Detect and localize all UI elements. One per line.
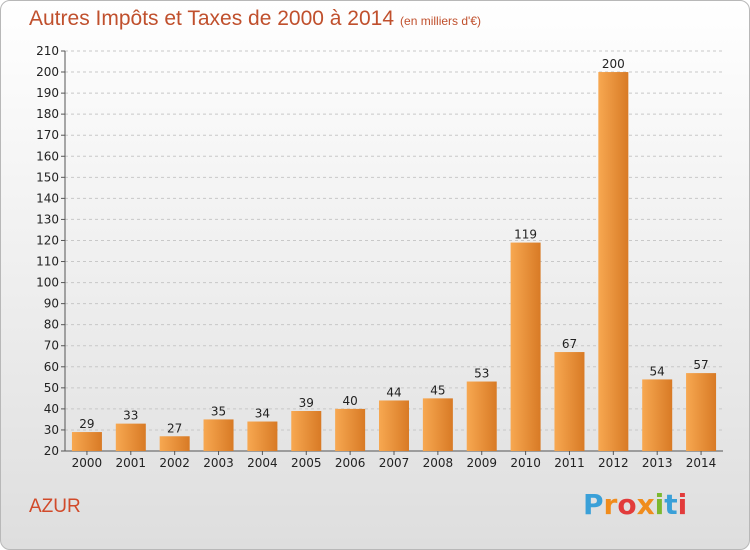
x-tick-label: 2012 [598, 456, 629, 470]
y-tick-label: 90 [44, 297, 59, 311]
data-label: 119 [514, 228, 537, 242]
data-label: 29 [79, 417, 94, 431]
logo-letter: t [664, 488, 678, 521]
x-tick-label: 2005 [291, 456, 322, 470]
bar [510, 242, 541, 451]
chart-title-text: Autres Impôts et Taxes de 2000 à 2014 [29, 7, 395, 30]
x-tick-label: 2006 [335, 456, 366, 470]
bar [379, 400, 409, 451]
axes: 20 30 40 50 60 70 80 90 100 110 120 130 140 150 160 170… [36, 44, 723, 470]
commune-name: AZUR [29, 496, 81, 517]
data-label: 40 [342, 394, 357, 408]
bar [466, 381, 497, 451]
data-label: 27 [167, 421, 182, 435]
y-tick-label: 120 [36, 233, 59, 247]
y-tick-label: 70 [44, 339, 59, 353]
x-tick-label: 2003 [203, 456, 234, 470]
bars: 29 33 27 35 34 39 40 44 45 53 119 67 200 54 57 [71, 57, 717, 451]
logo-letter: i [654, 488, 665, 521]
bar [554, 352, 585, 451]
y-tick-label: 80 [44, 318, 59, 332]
x-tick-label: 2010 [510, 456, 541, 470]
data-label: 45 [430, 383, 445, 397]
y-tick-label: 210 [36, 44, 59, 58]
bar [422, 398, 453, 451]
y-tick-label: 160 [36, 149, 59, 163]
y-tick-label: 40 [44, 402, 59, 416]
y-tick-label: 190 [36, 86, 59, 100]
y-tick-label: 170 [36, 128, 59, 142]
bar [598, 72, 629, 451]
bar [203, 419, 234, 451]
bar [159, 436, 190, 451]
x-tick-label: 2014 [686, 456, 717, 470]
data-label: 54 [650, 364, 665, 378]
x-tick-label: 2013 [642, 456, 673, 470]
logo-letter: o [617, 488, 637, 521]
y-tick-label: 100 [36, 276, 59, 290]
bar [642, 379, 673, 451]
data-label: 67 [562, 337, 577, 351]
chart-subtitle: (en milliers d'€) [400, 14, 482, 28]
bar [115, 423, 146, 451]
bar [71, 432, 102, 451]
x-tick-label: 2000 [72, 456, 103, 470]
chart-title: Autres Impôts et Taxes de 2000 à 2014 (en… [29, 7, 481, 31]
x-tick-label: 2011 [554, 456, 585, 470]
logo-letter: x [636, 488, 655, 521]
y-tick-label: 180 [36, 107, 59, 121]
x-tick-label: 2002 [159, 456, 190, 470]
x-tick-label: 2008 [423, 456, 454, 470]
y-tick-label: 50 [44, 381, 59, 395]
data-label: 44 [386, 385, 401, 399]
data-label: 34 [255, 407, 270, 421]
data-label: 39 [299, 396, 314, 410]
y-tick-label: 140 [36, 191, 59, 205]
logo-letter: r [603, 488, 618, 521]
data-label: 33 [123, 409, 138, 423]
proxiti-logo: Proxiti [583, 488, 687, 521]
bar [686, 373, 717, 451]
bar [247, 421, 278, 451]
x-tick-label: 2009 [466, 456, 497, 470]
logo-letter: i [677, 488, 688, 521]
x-tick-label: 2001 [116, 456, 147, 470]
bar [335, 408, 366, 451]
y-tick-label: 60 [44, 360, 59, 374]
y-tick-label: 110 [36, 255, 59, 269]
y-tick-label: 130 [36, 212, 59, 226]
data-label: 200 [602, 57, 625, 71]
logo-letter: P [583, 488, 604, 521]
y-tick-label: 150 [36, 170, 59, 184]
bar [291, 411, 322, 451]
x-tick-label: 2007 [379, 456, 410, 470]
data-label: 53 [474, 367, 489, 381]
y-tick-label: 200 [36, 65, 59, 79]
data-label: 35 [211, 404, 226, 418]
x-tick-label: 2004 [247, 456, 278, 470]
y-tick-label: 20 [44, 444, 59, 458]
y-tick-label: 30 [44, 423, 59, 437]
data-label: 57 [693, 358, 708, 372]
